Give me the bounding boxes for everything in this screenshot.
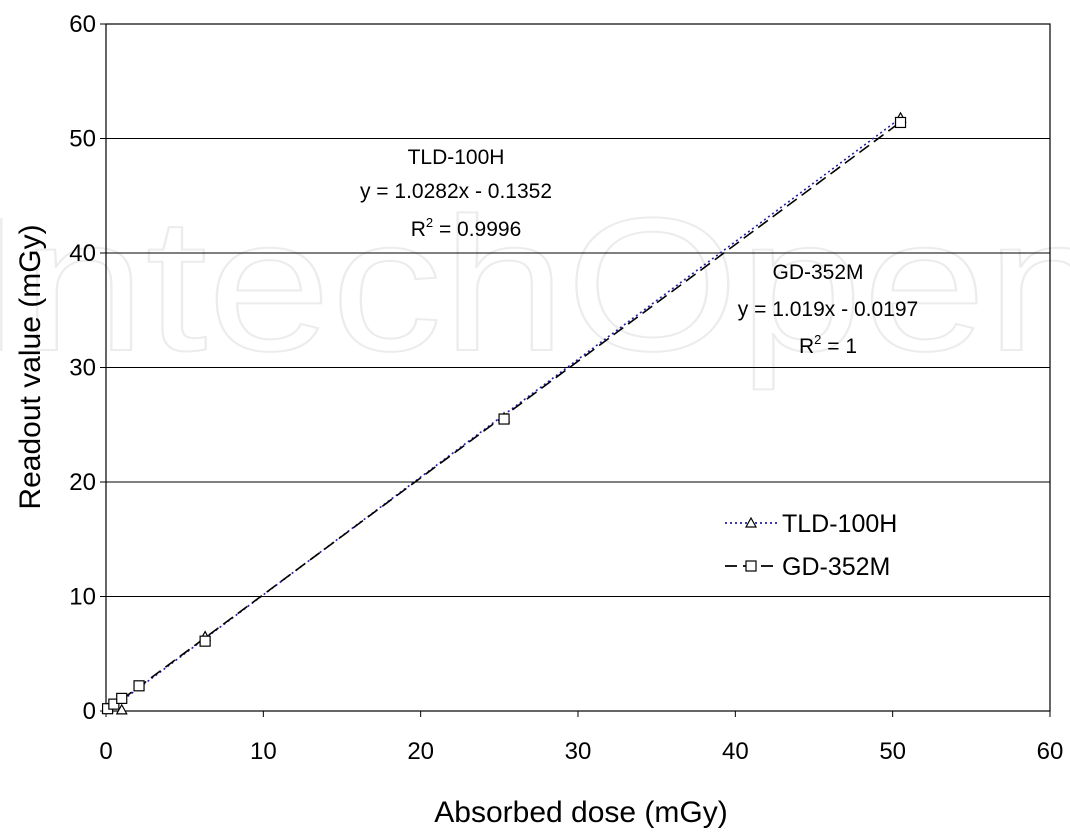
legend-label-tld-100h: TLD-100H — [782, 510, 897, 538]
legend-square-icon — [745, 560, 757, 572]
legend-label-gd-352m: GD-352M — [782, 553, 890, 581]
x-tick-label: 50 — [879, 738, 906, 765]
y-tick-label: 40 — [69, 240, 96, 267]
legend-item-gd-352m: GD-352M — [725, 553, 890, 581]
y-tick-label: 10 — [69, 584, 96, 611]
data-point-gd-352m — [116, 692, 128, 705]
y-tick-label: 30 — [69, 355, 96, 382]
y-tick-label: 50 — [69, 126, 96, 153]
data-point-gd-352m — [498, 413, 510, 425]
x-tick-label: 10 — [250, 738, 277, 765]
y-axis-title: Readout value (mGy) — [14, 224, 47, 509]
data-point-gd-352m — [133, 680, 145, 692]
legend: TLD-100H GD-352M — [725, 510, 897, 581]
annotation-gd-352m-name: GD-352M — [772, 261, 863, 284]
data-point-gd-352m — [199, 635, 211, 647]
annotation-tld-100h-equation: y = 1.0282x - 0.1352 — [360, 180, 552, 203]
annotation-gd-352m: GD-352M y = 1.019x - 0.0197 R2 = 1 — [738, 261, 918, 358]
legend-triangle-icon — [744, 516, 758, 528]
y-tick-label: 20 — [69, 469, 96, 496]
data-point-gd-352m — [108, 698, 120, 710]
annotation-tld-100h: TLD-100H y = 1.0282x - 0.1352 R2 = 0.999… — [360, 146, 552, 241]
x-tick-label: 0 — [99, 738, 112, 765]
x-axis-ticks: 0 10 20 30 40 50 60 — [99, 711, 1063, 765]
x-tick-label: 20 — [407, 738, 434, 765]
gridlines — [106, 138, 1050, 597]
data-point-gd-352m — [894, 116, 907, 129]
annotation-tld-100h-name: TLD-100H — [408, 146, 505, 169]
annotation-gd-352m-r2: R2 = 1 — [799, 332, 857, 358]
y-tick-label: 0 — [83, 698, 96, 725]
y-axis-ticks: 0 10 20 30 40 50 60 — [69, 11, 106, 725]
x-axis-title: Absorbed dose (mGy) — [434, 796, 727, 829]
watermark: IntechOpen — [0, 179, 1070, 391]
y-tick-label: 60 — [69, 11, 96, 38]
annotation-gd-352m-equation: y = 1.019x - 0.0197 — [738, 298, 918, 321]
x-tick-label: 60 — [1037, 738, 1064, 765]
x-tick-label: 40 — [722, 738, 749, 765]
x-tick-label: 30 — [565, 738, 592, 765]
annotation-tld-100h-r2: R2 = 0.9996 — [411, 215, 522, 241]
series-markers — [101, 111, 907, 715]
legend-item-tld-100h: TLD-100H — [725, 510, 897, 538]
